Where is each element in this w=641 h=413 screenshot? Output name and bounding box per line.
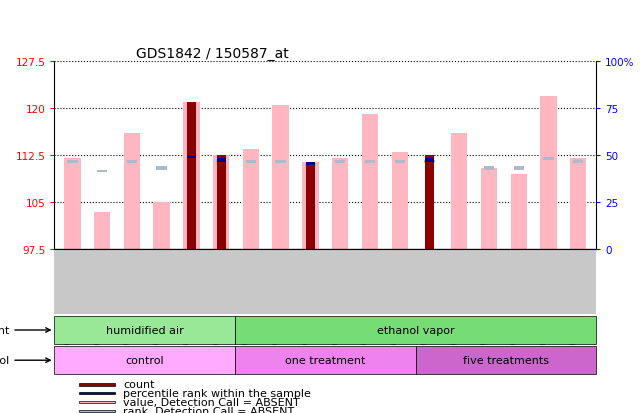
Bar xyxy=(216,160,226,164)
Bar xyxy=(365,160,375,164)
Bar xyxy=(276,160,286,164)
Bar xyxy=(97,170,107,173)
Text: count: count xyxy=(124,380,155,389)
Text: rank, Detection Call = ABSENT: rank, Detection Call = ABSENT xyxy=(124,406,295,413)
Bar xyxy=(217,156,226,250)
Text: percentile rank within the sample: percentile rank within the sample xyxy=(124,388,312,398)
Bar xyxy=(153,203,170,250)
Bar xyxy=(306,162,315,165)
Bar xyxy=(124,134,140,250)
Bar xyxy=(54,347,235,374)
Bar xyxy=(67,160,78,164)
Bar xyxy=(415,347,596,374)
Bar xyxy=(79,401,115,403)
Bar xyxy=(272,106,289,250)
Bar xyxy=(394,160,405,164)
Bar xyxy=(451,134,467,250)
Text: control: control xyxy=(126,355,164,366)
Bar xyxy=(217,159,226,162)
Bar xyxy=(187,103,196,250)
Bar xyxy=(246,160,256,164)
Text: humidified air: humidified air xyxy=(106,325,183,335)
Bar xyxy=(424,160,435,164)
Bar xyxy=(570,159,587,250)
Bar xyxy=(332,159,348,250)
Bar xyxy=(235,316,596,344)
Bar xyxy=(303,162,319,250)
Bar xyxy=(484,166,494,170)
Bar xyxy=(94,212,110,250)
Bar xyxy=(335,160,345,164)
Bar xyxy=(511,175,527,250)
Bar xyxy=(127,160,137,164)
Bar xyxy=(362,115,378,250)
Bar xyxy=(544,158,554,160)
Bar xyxy=(243,150,259,250)
Bar xyxy=(306,162,315,250)
Text: five treatments: five treatments xyxy=(463,355,549,366)
Bar xyxy=(513,166,524,170)
Text: one treatment: one treatment xyxy=(285,355,365,366)
Text: ethanol vapor: ethanol vapor xyxy=(377,325,454,335)
Text: agent: agent xyxy=(0,325,50,335)
Bar xyxy=(187,156,196,159)
Bar xyxy=(425,156,434,250)
Bar xyxy=(540,96,556,250)
Bar xyxy=(64,159,81,250)
Bar xyxy=(213,156,229,250)
Bar xyxy=(235,347,415,374)
Bar xyxy=(79,410,115,412)
Text: protocol: protocol xyxy=(0,355,50,366)
Bar xyxy=(481,169,497,250)
Bar xyxy=(79,392,115,394)
Bar xyxy=(156,166,167,170)
Text: value, Detection Call = ABSENT: value, Detection Call = ABSENT xyxy=(124,397,300,407)
Bar xyxy=(305,164,315,166)
Bar xyxy=(54,316,235,344)
Text: GDS1842 / 150587_at: GDS1842 / 150587_at xyxy=(136,47,288,61)
Bar xyxy=(573,160,583,164)
Bar xyxy=(392,153,408,250)
Bar xyxy=(79,384,115,386)
Bar xyxy=(425,159,434,162)
Bar xyxy=(183,103,199,250)
